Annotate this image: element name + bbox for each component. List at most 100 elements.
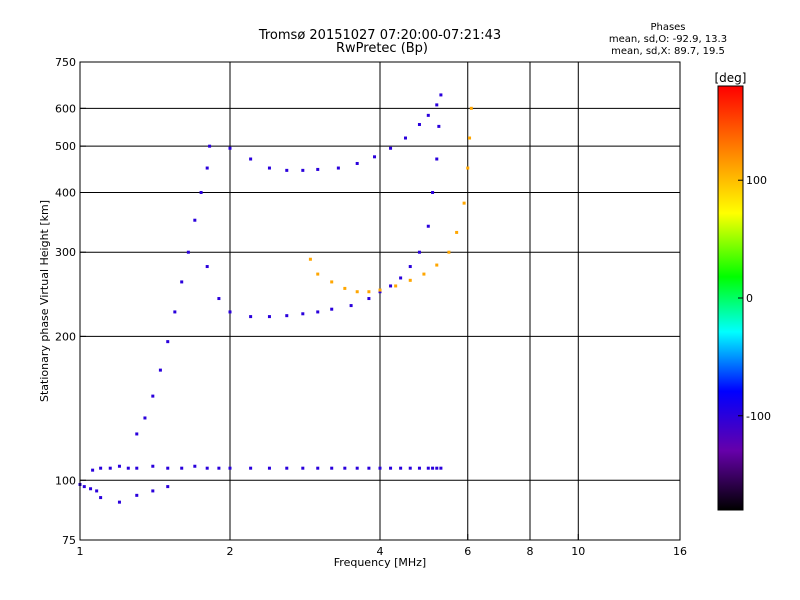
data-point xyxy=(426,113,430,117)
data-point xyxy=(389,284,393,288)
colorbar-label: [deg] xyxy=(715,71,747,85)
data-point xyxy=(378,290,382,294)
data-point xyxy=(394,284,398,288)
data-point xyxy=(417,123,421,127)
data-point xyxy=(462,201,466,205)
data-point xyxy=(117,464,121,468)
data-point xyxy=(228,466,232,470)
data-point xyxy=(285,168,289,172)
data-point xyxy=(408,278,412,282)
chart-title: Tromsø 20151027 07:20:00-07:21:43 xyxy=(258,28,502,43)
data-point xyxy=(389,466,393,470)
colorbar-tick-label: 100 xyxy=(746,174,767,187)
data-point xyxy=(99,466,103,470)
data-point xyxy=(426,224,430,228)
data-point xyxy=(301,312,305,316)
x-axis-label: Frequency [MHz] xyxy=(334,556,426,569)
y-tick-label: 500 xyxy=(55,140,76,153)
data-point xyxy=(91,468,95,472)
data-point xyxy=(186,250,190,254)
data-point xyxy=(285,466,289,470)
data-point xyxy=(431,190,435,194)
data-point xyxy=(336,166,340,170)
data-point xyxy=(316,167,320,171)
data-point xyxy=(193,464,197,468)
data-point xyxy=(108,466,112,470)
data-point xyxy=(316,466,320,470)
data-point xyxy=(399,276,403,280)
colorbar-tick-label: -100 xyxy=(746,410,771,423)
data-point xyxy=(469,106,473,110)
x-tick-label: 4 xyxy=(377,545,384,558)
data-point xyxy=(435,103,439,107)
data-point xyxy=(217,297,221,301)
data-point xyxy=(316,272,320,276)
data-point xyxy=(426,466,430,470)
data-point xyxy=(205,265,209,269)
data-point xyxy=(228,310,232,314)
data-point xyxy=(228,146,232,150)
data-point xyxy=(180,280,184,284)
data-point xyxy=(403,136,407,140)
x-tick-label: 1 xyxy=(77,545,84,558)
data-point xyxy=(389,146,393,150)
data-point xyxy=(349,304,353,308)
data-point xyxy=(422,272,426,276)
colorbar: [deg] 100 0 -100 xyxy=(715,71,771,511)
x-tick-label: 6 xyxy=(464,545,471,558)
grid-lines xyxy=(80,62,680,540)
data-point xyxy=(378,466,382,470)
data-point xyxy=(355,466,359,470)
phase-stats: Phases mean, sd,O: -92.9, 13.3 mean, sd,… xyxy=(608,22,728,58)
data-point xyxy=(447,250,451,254)
data-point xyxy=(285,314,289,318)
data-point xyxy=(126,466,130,470)
data-point xyxy=(193,218,197,222)
data-point xyxy=(343,466,347,470)
x-tick-label: 16 xyxy=(673,545,687,558)
data-point xyxy=(399,466,403,470)
data-point xyxy=(82,485,86,489)
data-point xyxy=(367,466,371,470)
data-point xyxy=(355,290,359,294)
phase-stats-heading: Phases xyxy=(650,22,686,33)
data-point xyxy=(435,157,439,161)
data-point xyxy=(431,466,435,470)
data-point xyxy=(378,288,382,292)
data-point xyxy=(301,168,305,172)
data-point xyxy=(417,250,421,254)
data-point xyxy=(151,489,155,493)
data-point xyxy=(468,136,472,140)
data-point xyxy=(217,466,221,470)
data-point xyxy=(435,263,439,267)
phase-stats-x: mean, sd,X: 89.7, 19.5 xyxy=(611,46,725,57)
data-point xyxy=(249,315,253,319)
y-tick-label: 200 xyxy=(55,330,76,343)
data-point xyxy=(355,161,359,165)
data-point xyxy=(435,466,439,470)
data-point xyxy=(330,466,334,470)
y-tick-label: 300 xyxy=(55,246,76,259)
x-tick-label: 2 xyxy=(227,545,234,558)
y-tick-label: 600 xyxy=(55,102,76,115)
y-tick-label: 750 xyxy=(55,56,76,69)
data-point xyxy=(205,166,209,170)
data-point xyxy=(151,464,155,468)
data-point xyxy=(466,166,470,170)
data-point xyxy=(367,297,371,301)
data-point xyxy=(158,368,162,372)
data-point xyxy=(267,315,271,319)
data-point xyxy=(95,489,99,493)
data-point xyxy=(135,493,139,497)
data-point xyxy=(151,394,155,398)
data-point xyxy=(267,466,271,470)
data-point xyxy=(343,286,347,290)
data-point xyxy=(439,93,443,97)
axis-labels: 1 2 4 6 8 10 16 75 100 200 300 400 500 600 750 Frequenc… xyxy=(38,56,687,569)
data-point xyxy=(135,432,139,436)
phase-stats-o: mean, sd,O: -92.9, 13.3 xyxy=(608,34,728,45)
data-point xyxy=(208,144,212,148)
x-tick-label: 10 xyxy=(571,545,585,558)
data-point xyxy=(330,307,334,311)
